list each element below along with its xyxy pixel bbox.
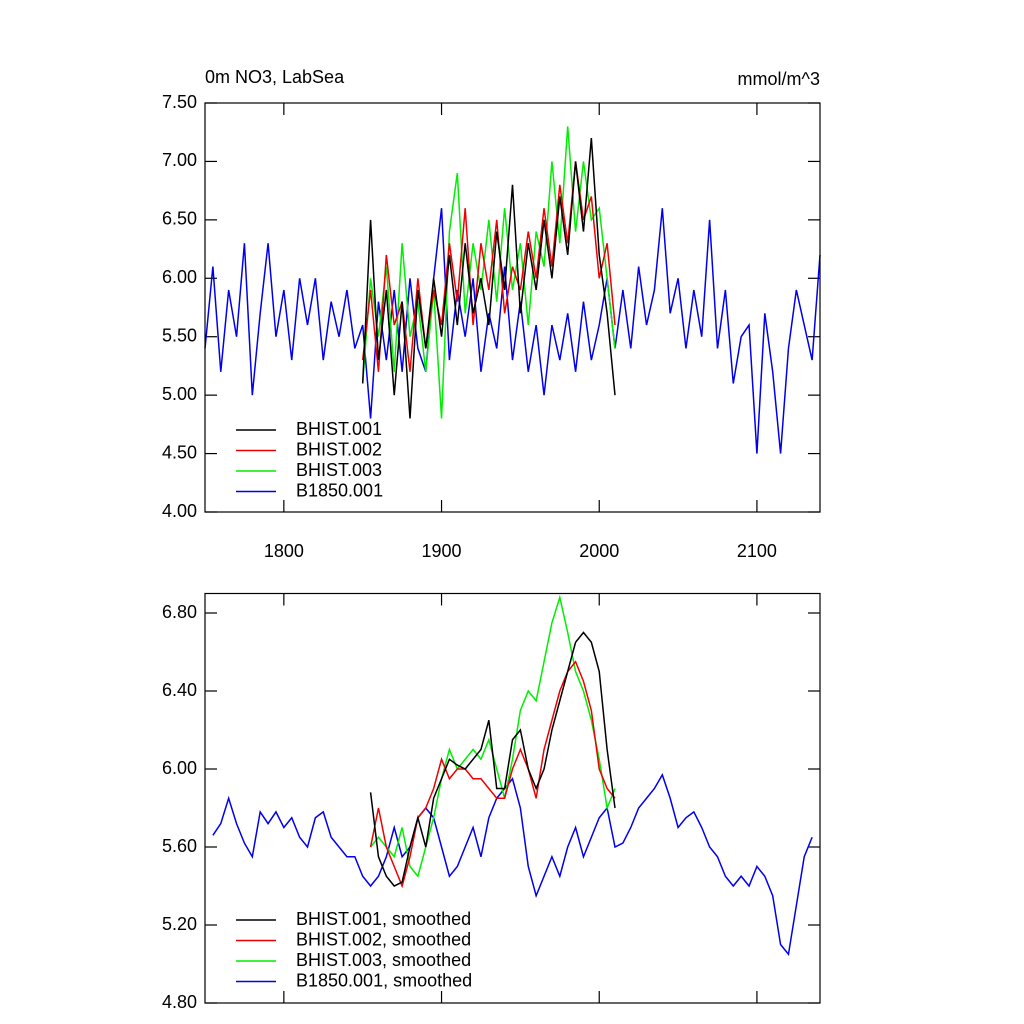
y-tick-label: 4.50 (162, 442, 197, 462)
y-tick-label: 4.00 (162, 501, 197, 521)
plot-frame (204, 592, 821, 1004)
plot-frame (204, 102, 821, 513)
y-tick-label: 6.80 (162, 602, 197, 622)
data-line (212, 773, 813, 957)
data-line (361, 137, 616, 419)
legend-label: BHIST.002, smoothed (296, 929, 471, 949)
x-tick-label: 1900 (422, 541, 462, 561)
y-tick-label: 5.00 (162, 384, 197, 404)
legend-label: BHIST.001 (296, 419, 382, 439)
data-line (369, 631, 616, 887)
y-tick-label: 5.60 (162, 836, 197, 856)
legend-label: BHIST.003 (296, 460, 382, 480)
legend-label: BHIST.002 (296, 439, 382, 459)
units-label: mmol/m^3 (738, 69, 820, 89)
x-tick-label: 2100 (737, 541, 777, 561)
data-line (204, 208, 821, 454)
y-tick-label: 4.80 (162, 992, 197, 1012)
y-tick-label: 6.00 (162, 758, 197, 778)
legend-label: B1850.001 (296, 480, 383, 500)
y-tick-label: 6.40 (162, 680, 197, 700)
y-tick-label: 5.20 (162, 914, 197, 934)
x-tick-label: 1800 (264, 541, 304, 561)
data-line (369, 660, 616, 889)
chart-title: 0m NO3, LabSea (205, 67, 345, 87)
y-tick-label: 6.50 (162, 209, 197, 229)
y-tick-label: 5.50 (162, 325, 197, 345)
legend-label: BHIST.003, smoothed (296, 950, 471, 970)
y-tick-label: 6.00 (162, 267, 197, 287)
x-tick-label: 2000 (579, 541, 619, 561)
y-tick-label: 7.50 (162, 92, 197, 112)
y-tick-label: 7.00 (162, 150, 197, 170)
legend-label: BHIST.001, smoothed (296, 909, 471, 929)
legend-label: B1850.001, smoothed (296, 970, 472, 990)
